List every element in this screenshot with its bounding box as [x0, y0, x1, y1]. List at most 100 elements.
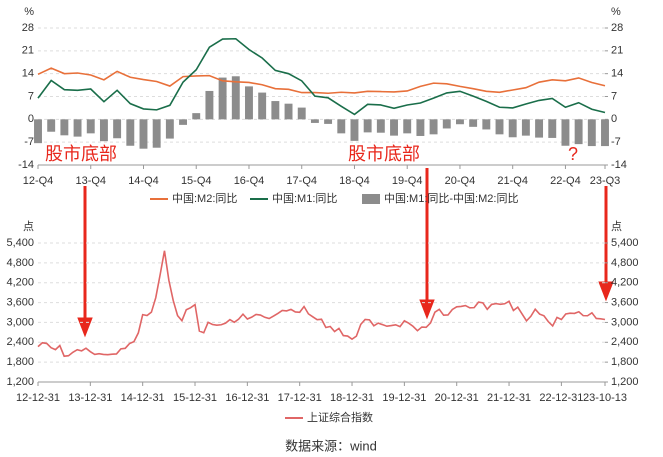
x-tick-label: 16-Q4 — [234, 175, 265, 187]
bar — [495, 119, 504, 135]
bar — [139, 119, 148, 149]
x-tick-label: 16-12-31 — [225, 392, 269, 404]
bar — [218, 77, 227, 120]
legend-label: 中国:M1:同比 — [272, 192, 337, 205]
y-tick-label: 0 — [28, 113, 34, 125]
bar — [548, 119, 557, 138]
y2-tick-label: 0 — [611, 113, 617, 125]
bar — [535, 119, 544, 138]
legend-swatch — [362, 194, 380, 204]
bar — [455, 119, 464, 125]
x-tick-label: 14-12-31 — [121, 392, 165, 404]
y-tick-label: 3,000 — [6, 316, 34, 328]
y2-tick-label: 21 — [611, 45, 623, 57]
card — [0, 0, 663, 430]
bar — [73, 119, 82, 137]
y-tick-label: 21 — [22, 45, 34, 57]
x-tick-label: 22-12-31 — [539, 392, 583, 404]
bar — [34, 119, 42, 144]
y2-tick-label: 1,800 — [611, 356, 639, 368]
bar — [258, 92, 267, 120]
annotation: ? — [568, 144, 578, 164]
bar — [521, 119, 530, 136]
bar — [284, 103, 293, 120]
y-tick-label: 14 — [22, 68, 34, 80]
y2-unit: 点 — [611, 220, 622, 233]
x-tick-label: 18-Q4 — [339, 175, 370, 187]
bar — [205, 90, 214, 120]
y2-tick-label: 28 — [611, 22, 623, 34]
y2-tick-label: 2,400 — [611, 336, 639, 348]
y2-tick-label: 7 — [611, 90, 617, 102]
x-tick-label: 13-Q4 — [75, 175, 106, 187]
y2-tick-label: 1,200 — [611, 376, 639, 388]
line — [37, 67, 606, 95]
x-tick-label: 13-12-31 — [68, 392, 112, 404]
y-tick-label: 28 — [22, 22, 34, 34]
bar — [469, 119, 478, 127]
bar — [126, 119, 135, 146]
y2-tick-label: -14 — [611, 159, 627, 171]
bar — [297, 107, 306, 120]
bar — [245, 86, 253, 120]
bar — [376, 119, 385, 133]
x-tick-label: 22-Q4 — [550, 175, 581, 187]
x-tick-label: 23-10-13 — [583, 392, 627, 404]
arrows — [77, 168, 614, 338]
y-tick-label: 7 — [28, 90, 34, 102]
y-unit: % — [24, 6, 34, 18]
y-tick-label: 4,200 — [6, 277, 34, 289]
bar — [152, 119, 161, 148]
bar — [337, 119, 346, 134]
bar — [601, 119, 609, 147]
line — [37, 250, 606, 358]
y-tick-label: 1,200 — [6, 376, 34, 388]
bar — [363, 119, 372, 133]
x-tick-label: 17-Q4 — [286, 175, 317, 187]
x-tick-label: 18-12-31 — [330, 392, 374, 404]
y2-tick-label: 5,400 — [611, 237, 639, 249]
legend-label: 上证综合指数 — [307, 410, 373, 424]
x-tick-label: 20-Q4 — [445, 175, 476, 187]
y2-tick-label: -7 — [611, 136, 621, 148]
x-tick-label: 17-12-31 — [278, 392, 322, 404]
bar — [179, 119, 188, 125]
bar — [86, 119, 95, 134]
bar — [403, 119, 412, 134]
x-tick-label: 15-12-31 — [173, 392, 217, 404]
legend-label: 中国:M1:同比-中国:M2:同比 — [384, 192, 518, 205]
y-tick-label: -14 — [18, 159, 34, 171]
x-tick-label: 20-12-31 — [435, 392, 479, 404]
bar — [574, 119, 583, 145]
x-tick-label: 15-Q4 — [181, 175, 212, 187]
x-tick-label: 14-Q4 — [128, 175, 159, 187]
y2-tick-label: 3,600 — [611, 296, 639, 308]
y2-unit: % — [611, 6, 621, 18]
y2-tick-label: 14 — [611, 68, 623, 80]
x-tick-label: 12-12-31 — [16, 392, 60, 404]
arrow-head — [419, 299, 435, 320]
arrow-head — [598, 281, 614, 302]
bar — [561, 119, 570, 146]
line — [37, 37, 606, 116]
annotation: 股市底部 — [348, 144, 420, 164]
bar — [192, 113, 201, 120]
bar — [429, 119, 438, 135]
bar — [165, 119, 174, 139]
y-unit: 点 — [23, 220, 34, 233]
y2-tick-label: 4,200 — [611, 277, 639, 289]
bar — [47, 119, 56, 132]
legend-label: 中国:M2:同比 — [172, 192, 237, 205]
bar — [442, 119, 451, 129]
x-tick-label: 21-12-31 — [487, 392, 531, 404]
y-tick-label: 4,800 — [6, 257, 34, 269]
bar — [416, 119, 425, 136]
bar — [271, 101, 280, 120]
bar — [60, 119, 69, 136]
y-tick-label: -7 — [24, 136, 34, 148]
y-tick-label: 1,800 — [6, 356, 34, 368]
bar — [310, 119, 319, 123]
y2-tick-label: 3,000 — [611, 316, 639, 328]
x-tick-label: 23-Q3 — [590, 175, 621, 187]
